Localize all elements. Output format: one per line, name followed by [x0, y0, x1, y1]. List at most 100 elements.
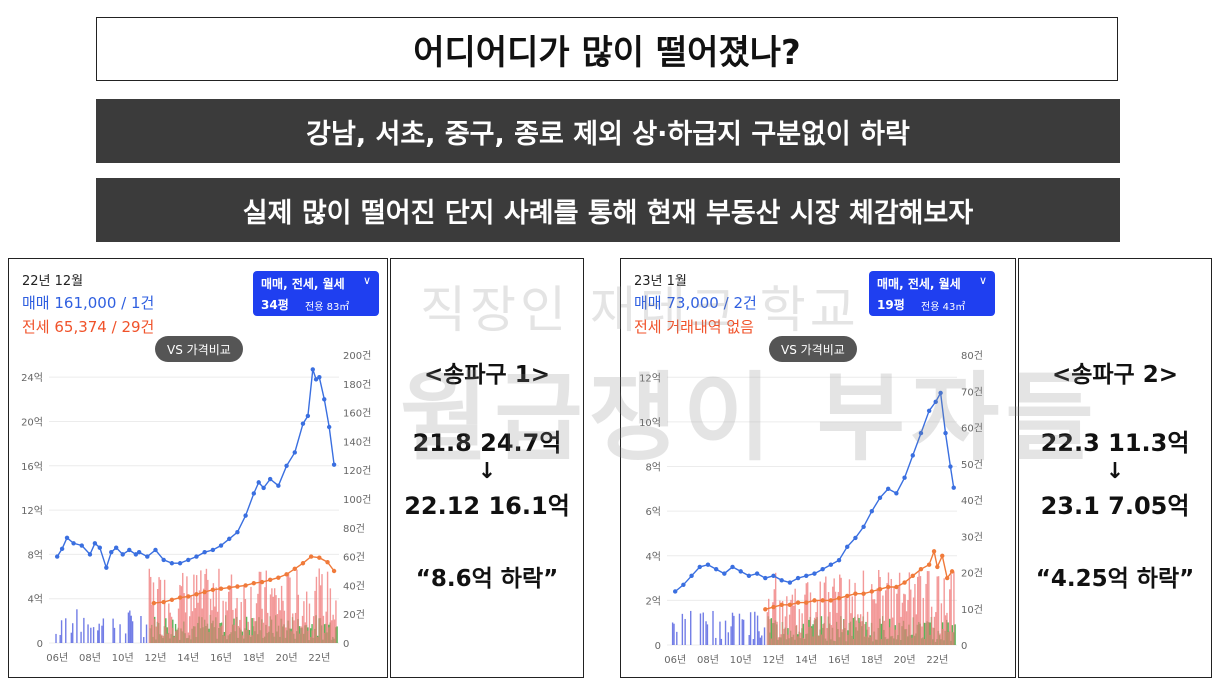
volume-bar	[289, 577, 291, 643]
volume-bar	[260, 571, 262, 643]
volume-bar	[310, 636, 312, 643]
volume-bar	[301, 615, 304, 643]
y-right-tick-label: 160건	[343, 408, 371, 420]
x-tick-label: 08년	[697, 654, 719, 666]
volume-bar	[923, 622, 926, 645]
x-tick-label: 08년	[79, 652, 101, 664]
volume-bar	[308, 603, 311, 643]
volume-bar	[836, 612, 838, 645]
sale-point	[313, 377, 319, 382]
volume-bar	[222, 600, 224, 643]
sale-point	[317, 374, 322, 380]
volume-bar	[226, 610, 229, 643]
volume-bar	[880, 623, 883, 645]
volume-bar	[921, 626, 923, 645]
volume-bar	[309, 628, 312, 643]
volume-bar	[759, 637, 762, 645]
volume-bar	[328, 627, 330, 643]
volume-bar	[741, 619, 743, 645]
volume-bar	[800, 632, 802, 645]
volume-bar	[880, 639, 883, 645]
volume-bar	[233, 624, 235, 643]
volume-bar	[311, 630, 313, 643]
jeonse-point	[251, 580, 257, 586]
volume-bar	[272, 596, 274, 643]
volume-bar	[733, 615, 735, 645]
volume-bar	[159, 579, 162, 643]
volume-bar	[823, 582, 826, 645]
sale-line	[674, 390, 955, 593]
volume-bar	[201, 608, 203, 643]
volume-bar	[811, 627, 813, 645]
sale-point	[235, 530, 240, 535]
sale-point	[738, 569, 743, 574]
sale-point	[804, 573, 809, 579]
volume-bar	[155, 626, 157, 643]
volume-bar	[865, 621, 867, 645]
down-arrow-icon: ↓	[477, 459, 497, 484]
volume-bar	[770, 638, 773, 645]
volume-bar	[825, 576, 827, 645]
sale-point	[54, 554, 60, 559]
y-right-tick-label: 140건	[343, 436, 371, 448]
volume-bar	[76, 609, 78, 643]
sale-point	[918, 430, 924, 436]
volume-bar	[321, 574, 323, 643]
volume-bar	[90, 627, 92, 643]
volume-bar	[303, 601, 305, 643]
volume-bar	[184, 612, 187, 643]
jeonse-point	[877, 587, 883, 592]
x-tick-label: 16년	[210, 652, 232, 664]
volume-bar	[925, 583, 927, 645]
volume-bar	[808, 626, 810, 645]
jeonse-point	[194, 592, 199, 597]
volume-bar	[240, 601, 242, 643]
jeonse-point	[169, 597, 175, 602]
vs-compare-button[interactable]: VS 가격비교	[155, 336, 243, 362]
volume-bar	[204, 574, 206, 643]
volume-bar	[794, 588, 796, 645]
volume-bar	[143, 637, 145, 643]
volume-bar	[864, 624, 866, 645]
y-left-tick-label: 6억	[645, 506, 661, 518]
sale-point	[754, 571, 760, 576]
sale-point	[177, 561, 183, 566]
volume-bar	[179, 584, 181, 643]
sale-point	[276, 483, 281, 488]
volume-bar	[101, 625, 103, 643]
y-left-tick-label: 0	[37, 639, 43, 650]
volume-bar	[162, 635, 164, 643]
y-left-tick-label: 12억	[21, 505, 43, 517]
volume-bar	[791, 594, 794, 645]
volume-bar	[80, 631, 82, 643]
vs-compare-button[interactable]: VS 가격비교	[769, 336, 857, 362]
volume-bar	[900, 616, 902, 645]
trade-type-filter-button[interactable]: 매매, 전세, 월세 ∨ 19평 전용 43㎡	[869, 271, 995, 316]
volume-bar	[250, 586, 252, 643]
sale-point	[795, 575, 801, 581]
volume-bar	[209, 598, 212, 643]
volume-bar	[893, 587, 895, 645]
volume-bar	[205, 568, 208, 643]
trade-type-filter-button[interactable]: 매매, 전세, 월세 ∨ 34평 전용 83㎡	[253, 271, 379, 316]
volume-bar	[279, 610, 281, 643]
sale-point	[243, 513, 248, 518]
sale-point	[861, 524, 866, 529]
volume-bar	[847, 634, 849, 645]
volume-bar	[336, 626, 338, 643]
jeonse-summary: 전세 65,374 / 29건	[22, 318, 155, 336]
volume-bar	[933, 616, 936, 645]
volume-bar	[779, 600, 781, 645]
volume-bar	[273, 588, 276, 643]
volume-bar	[271, 588, 273, 643]
y-right-tick-label: 70건	[961, 386, 983, 398]
volume-bar	[87, 624, 89, 643]
volume-bar	[883, 620, 885, 645]
jeonse-point	[885, 584, 891, 590]
volume-bar	[266, 612, 269, 643]
jeonse-point	[910, 573, 915, 579]
volume-bar	[914, 583, 916, 645]
volume-bar	[322, 615, 325, 643]
volume-bar	[113, 627, 116, 643]
volume-bar	[946, 612, 948, 645]
